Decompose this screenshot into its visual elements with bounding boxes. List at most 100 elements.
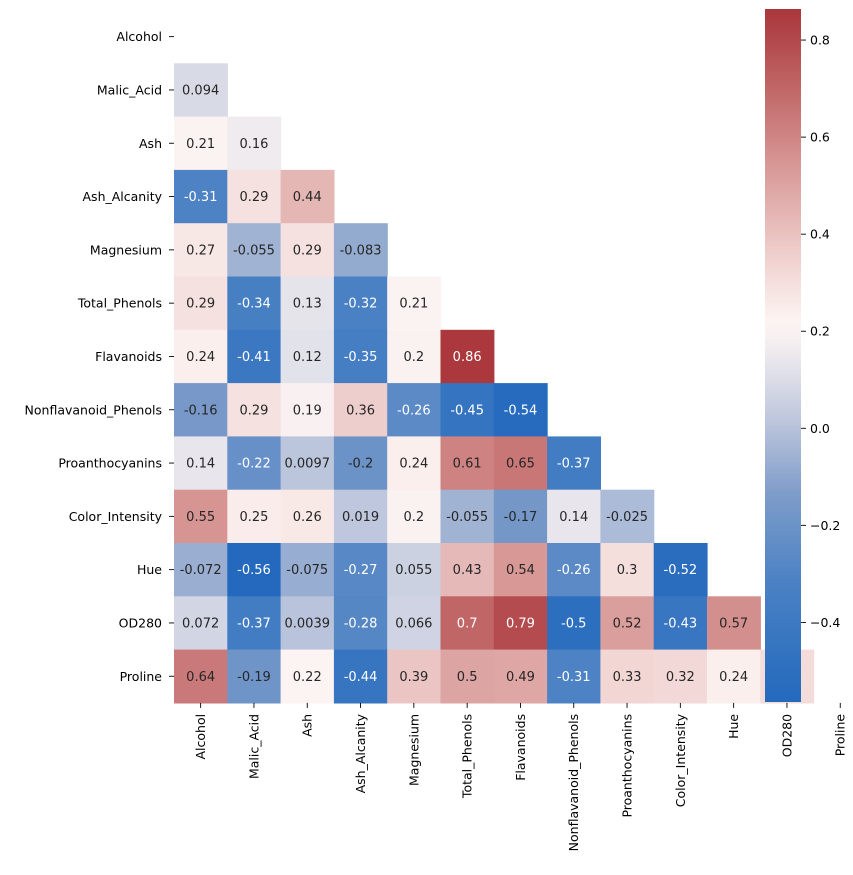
heatmap-cell-value: -0.055 xyxy=(446,510,488,525)
heatmap-cell-value: -0.54 xyxy=(504,403,538,418)
heatmap-cell xyxy=(227,649,282,704)
heatmap-cell xyxy=(280,329,335,384)
heatmap-cell-value: 0.5 xyxy=(457,670,478,685)
heatmap-cell-value: 0.29 xyxy=(239,403,268,418)
heatmap-cell-value: 0.0097 xyxy=(285,457,331,472)
y-tick-label: OD280 xyxy=(119,615,162,630)
heatmap-cell-value: 0.12 xyxy=(293,350,322,365)
heatmap-cell-value: 0.32 xyxy=(666,670,695,685)
heatmap-cell xyxy=(493,489,548,544)
x-tick-label: Total_Phenols xyxy=(460,714,475,799)
heatmap-cell-value: 0.29 xyxy=(293,243,322,258)
heatmap-cell xyxy=(280,169,335,224)
heatmap-cell-value: -0.26 xyxy=(397,403,431,418)
heatmap-cell xyxy=(440,596,495,651)
heatmap-cell-value: -0.41 xyxy=(237,350,271,365)
heatmap-cell xyxy=(387,329,442,384)
y-tick-label: Hue xyxy=(137,562,162,577)
heatmap-cell-value: 0.14 xyxy=(559,510,588,525)
x-tick-label: Ash_Alcanity xyxy=(353,713,368,793)
heatmap-cell xyxy=(333,223,388,278)
heatmap-cell xyxy=(280,489,335,544)
heatmap-cell xyxy=(547,596,601,651)
heatmap-cell-value: -0.025 xyxy=(606,510,648,525)
x-tick-label: Flavanoids xyxy=(513,714,528,781)
heatmap-cell-value: 0.055 xyxy=(395,563,432,578)
y-tick-label: Proline xyxy=(120,669,163,684)
heatmap-cell xyxy=(387,596,442,651)
heatmap-cell xyxy=(333,383,388,437)
heatmap-cell xyxy=(387,436,442,491)
heatmap-cell-value: -0.45 xyxy=(450,403,484,418)
y-tick-label: Malic_Acid xyxy=(97,82,162,97)
heatmap-cell-value: -0.22 xyxy=(237,457,271,472)
heatmap-cell-value: 0.7 xyxy=(457,616,478,631)
heatmap-cell-value: -0.31 xyxy=(184,190,218,205)
heatmap-cell xyxy=(493,649,548,704)
heatmap-cells xyxy=(174,63,815,704)
heatmap-cell-value: 0.39 xyxy=(399,670,428,685)
x-tick-label: Nonflavanoid_Phenols xyxy=(566,714,581,851)
x-tick-label: Color_Intensity xyxy=(673,713,688,807)
heatmap-cell-value: -0.5 xyxy=(561,616,586,631)
x-tick-label: Ash xyxy=(300,714,315,737)
heatmap-cell xyxy=(440,436,495,491)
x-axis: Alcohol Malic_Acid Ash Ash_Alcanity Magnesiu… xyxy=(193,702,848,851)
heatmap-cell-value: -0.43 xyxy=(664,616,698,631)
heatmap-cell-value: 0.24 xyxy=(399,457,428,472)
heatmap-cell xyxy=(493,596,548,651)
heatmap-cell xyxy=(280,383,335,437)
heatmap-cell xyxy=(333,436,388,491)
x-tick-label: Hue xyxy=(726,714,741,739)
y-tick-label: Ash_Alcanity xyxy=(83,189,163,204)
heatmap-cell-value: 0.57 xyxy=(719,616,748,631)
y-axis: Alcohol Malic_Acid Ash Ash_Alcanity Magnesiu… xyxy=(25,29,174,684)
heatmap-cell xyxy=(333,329,388,384)
heatmap-cell xyxy=(333,276,388,331)
heatmap-cell xyxy=(707,596,761,651)
heatmap-cell xyxy=(174,649,228,704)
y-tick-label: Ash xyxy=(139,136,162,151)
heatmap-cell-value: 0.86 xyxy=(453,350,482,365)
colorbar-tick-label: 0.2 xyxy=(810,324,830,339)
heatmap-cell xyxy=(280,596,335,651)
heatmap-cell-value: -0.28 xyxy=(344,616,378,631)
heatmap-cell-value: -0.31 xyxy=(557,670,591,685)
heatmap-cell-value: -0.055 xyxy=(233,243,275,258)
heatmap-cell xyxy=(547,543,601,597)
heatmap-cell xyxy=(440,649,495,704)
heatmap-cell-value: -0.2 xyxy=(348,457,373,472)
y-tick-label: Nonflavanoid_Phenols xyxy=(25,402,162,417)
colorbar-tick-label: −0.4 xyxy=(810,615,840,630)
heatmap-cell-value: 0.52 xyxy=(613,616,642,631)
heatmap-cell-value: 0.49 xyxy=(506,670,535,685)
heatmap-cell xyxy=(174,596,228,651)
heatmap-cell xyxy=(707,649,761,704)
heatmap-cell-value: -0.34 xyxy=(237,297,271,312)
heatmap-cell xyxy=(227,383,282,437)
x-tick-label: OD280 xyxy=(779,714,794,757)
heatmap-cell xyxy=(333,543,388,597)
heatmap-cell-value: -0.17 xyxy=(504,510,538,525)
x-tick-label: Proline xyxy=(833,714,848,757)
heatmap-cell xyxy=(227,596,282,651)
heatmap-cell-value: -0.44 xyxy=(344,670,378,685)
heatmap-cell-value: -0.52 xyxy=(664,563,698,578)
heatmap-cell xyxy=(600,543,655,597)
heatmap-cell-value: 0.25 xyxy=(239,510,268,525)
heatmap-cell xyxy=(174,489,228,544)
heatmap-cell xyxy=(493,543,548,597)
heatmap-cell xyxy=(227,436,282,491)
heatmap-cell-value: 0.21 xyxy=(399,297,428,312)
heatmap-cell xyxy=(600,596,655,651)
heatmap-cell-value: 0.26 xyxy=(293,510,322,525)
heatmap-cell xyxy=(387,276,442,331)
heatmap-cell-value: -0.32 xyxy=(344,297,378,312)
x-tick-label: Magnesium xyxy=(406,714,421,786)
heatmap-cell xyxy=(387,383,442,437)
heatmap-cell xyxy=(174,543,228,597)
heatmap-cell-value: -0.16 xyxy=(184,403,218,418)
heatmap-cell-value: 0.24 xyxy=(186,350,215,365)
heatmap-cell xyxy=(653,543,708,597)
